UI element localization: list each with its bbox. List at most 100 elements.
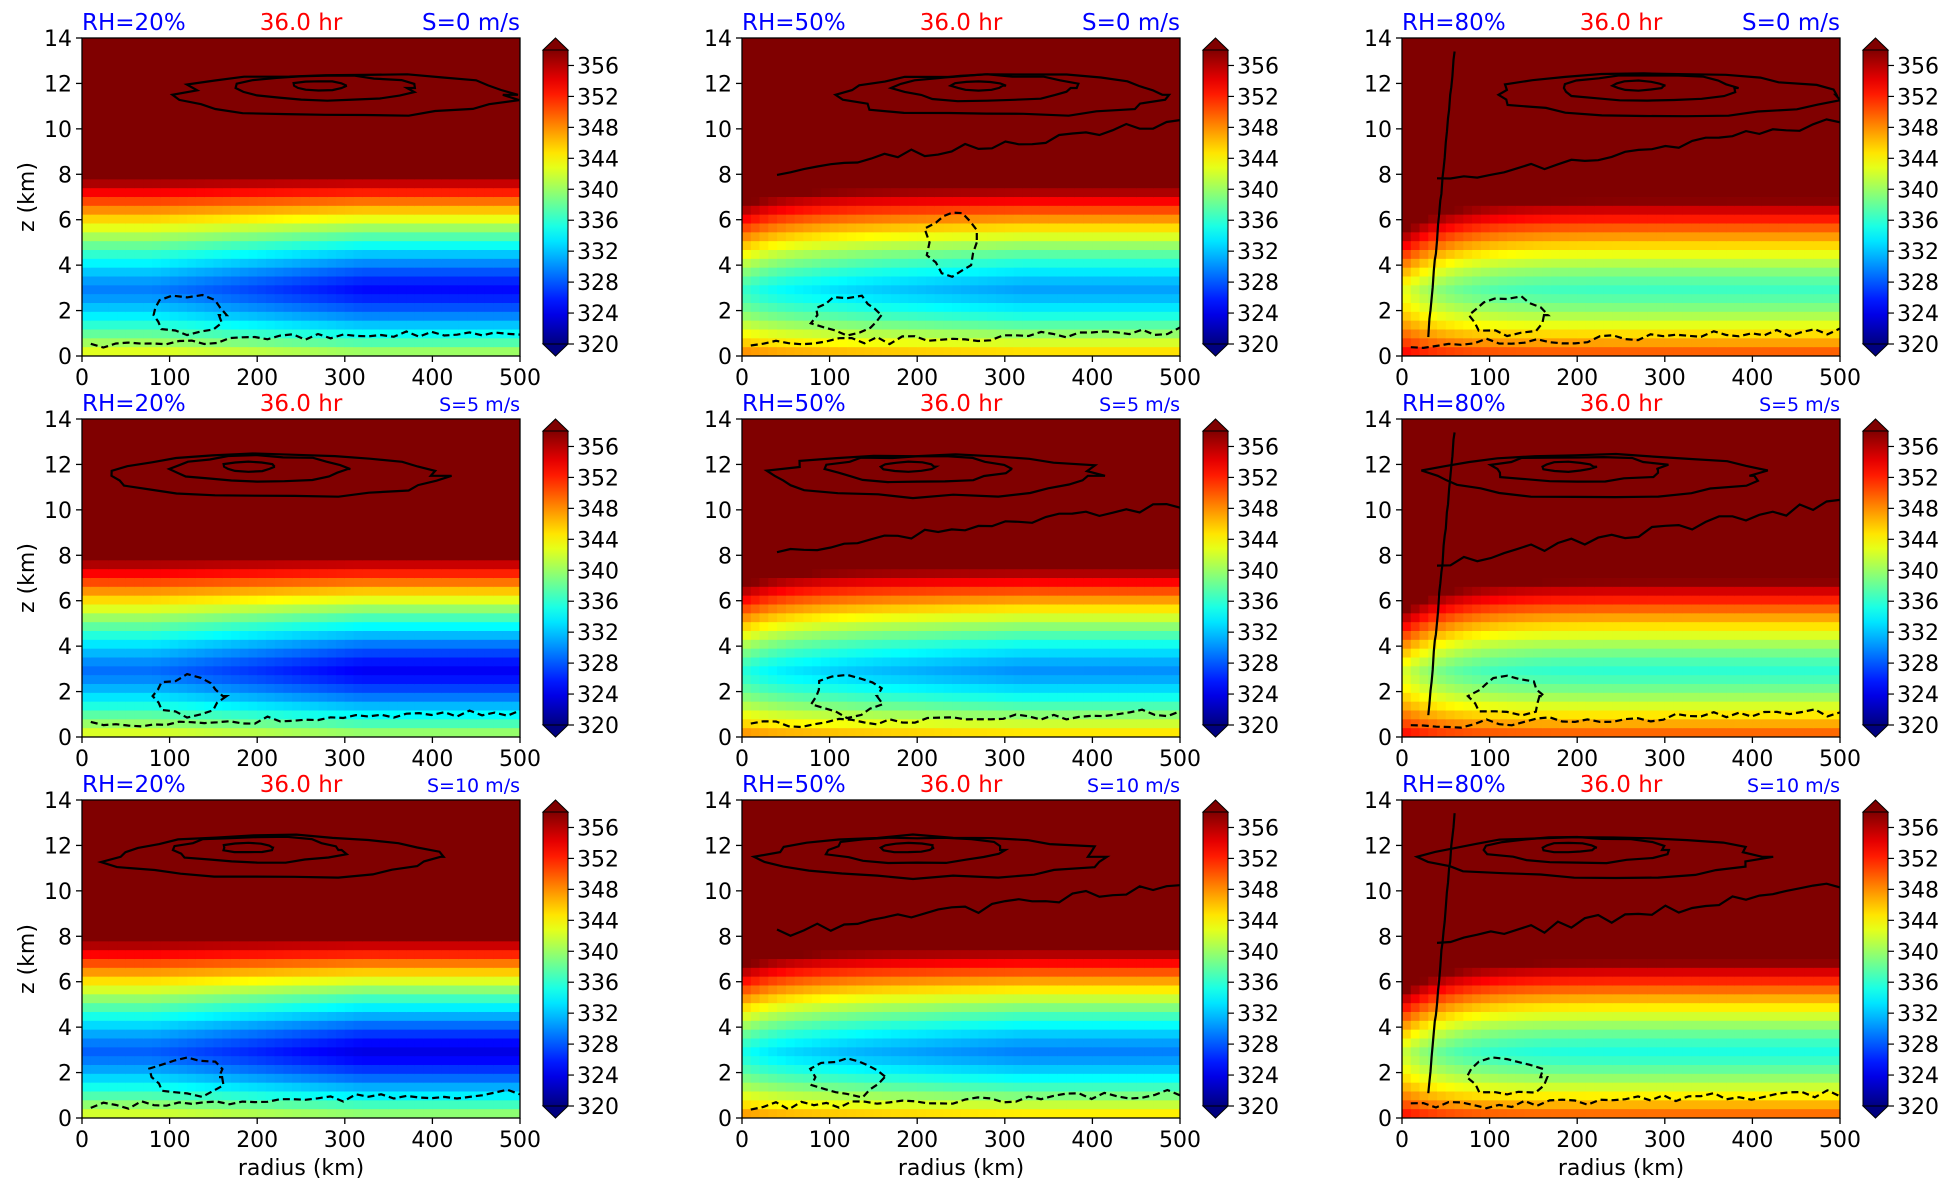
x-tick-label: 400	[1071, 747, 1113, 772]
colorbar-tick-label: 344	[1237, 528, 1279, 553]
y-tick-label: 4	[1378, 1016, 1392, 1041]
theta-e-field	[82, 800, 520, 1118]
x-tick-label: 500	[1819, 366, 1861, 391]
colorbar-tick-label: 344	[1897, 909, 1939, 934]
colorbar-tick-label: 352	[1897, 847, 1939, 872]
shear-label: S=10 m/s	[1747, 775, 1840, 797]
negative-contours	[750, 1057, 1180, 1111]
colorbar: 356 352 348 344 340 336 332 328 324 320	[1861, 799, 1939, 1120]
colorbar-tick-label: 324	[577, 683, 619, 708]
y-tick-label: 12	[704, 72, 732, 97]
y-tick-label: 2	[718, 681, 732, 706]
positive-contour	[171, 835, 350, 864]
colorbar-tick-label: 320	[1237, 1095, 1279, 1120]
colorbar-tick-label: 328	[1897, 1033, 1939, 1058]
positive-contour	[878, 460, 941, 473]
contour-lines	[90, 73, 520, 349]
y-tick-label: 14	[704, 27, 732, 52]
rh-label: RH=50%	[742, 772, 846, 798]
colorbar-tick-label: 336	[1897, 971, 1939, 996]
panel-2: 0 100 200 300 400 500 0 2 4 6 8 10 12 14 RH=50% 36.0 hr…	[704, 10, 1279, 391]
colorbar-tick-label: 324	[577, 1064, 619, 1089]
time-label: 36.0 hr	[920, 772, 1003, 798]
colorbar: 356 352 348 344 340 336 332 328 324 320	[541, 418, 619, 739]
positive-contour	[292, 80, 348, 92]
colorbar-tick-label: 352	[1237, 466, 1279, 491]
colorbar-tick-label: 348	[1237, 878, 1279, 903]
y-tick-label: 12	[704, 453, 732, 478]
colorbar-extend-max	[1201, 418, 1230, 432]
positive-contour	[1421, 452, 1769, 499]
x-tick-label: 200	[1556, 1128, 1598, 1153]
colorbar-extend-max	[1201, 37, 1230, 51]
colorbar-extend-max	[1861, 418, 1890, 432]
colorbar-extend-min	[541, 343, 570, 357]
colorbar-tick-label: 336	[577, 971, 619, 996]
rh-label: RH=80%	[1402, 391, 1506, 417]
colorbar-tick-label: 352	[1237, 85, 1279, 110]
y-tick-label: 4	[718, 635, 732, 660]
colorbar-tick-label: 344	[1237, 147, 1279, 172]
shear-label: S=5 m/s	[1099, 394, 1180, 416]
x-tick-label: 300	[984, 1128, 1026, 1153]
theta-e-field	[82, 38, 520, 356]
colorbar-tick-label: 324	[577, 302, 619, 327]
colorbar-tick-label: 328	[1237, 271, 1279, 296]
colorbar-tick-label: 328	[1237, 652, 1279, 677]
colorbar-tick-label: 340	[1237, 940, 1279, 965]
negative-contours	[750, 673, 1180, 729]
y-tick-label: 8	[718, 925, 732, 950]
colorbar-tick-label: 332	[577, 1002, 619, 1027]
positive-contour	[222, 841, 275, 854]
x-tick-label: 500	[499, 1128, 541, 1153]
colorbar-tick-label: 320	[577, 714, 619, 739]
negative-contours	[90, 1056, 520, 1110]
x-tick-label: 500	[499, 747, 541, 772]
y-tick-label: 12	[44, 72, 72, 97]
y-axis-label: z (km)	[15, 162, 40, 232]
y-tick-label: 14	[1364, 789, 1392, 814]
colorbar-tick-label: 340	[1897, 940, 1939, 965]
colorbar-tick-label: 348	[1237, 116, 1279, 141]
axes-frame	[81, 418, 521, 738]
colorbar: 356 352 348 344 340 336 332 328 324 320	[541, 799, 619, 1120]
colorbar: 356 352 348 344 340 336 332 328 324 320	[1861, 418, 1939, 739]
colorbar-tick-label: 340	[1237, 178, 1279, 203]
colorbar-extend-min	[1201, 1105, 1230, 1119]
axes-frame	[741, 799, 1181, 1119]
colorbar-tick-label: 344	[577, 147, 619, 172]
x-tick-label: 300	[324, 366, 366, 391]
x-tick-label: 300	[1644, 747, 1686, 772]
colorbar-extend-max	[1861, 37, 1890, 51]
colorbar-tick-label: 324	[1237, 302, 1279, 327]
x-tick-label: 500	[1159, 747, 1201, 772]
y-tick-label: 14	[44, 408, 72, 433]
colorbar-extend-min	[541, 724, 570, 738]
x-tick-label: 300	[984, 366, 1026, 391]
y-tick-label: 4	[1378, 254, 1392, 279]
x-tick-label: 400	[411, 366, 453, 391]
negative-contours	[90, 672, 520, 728]
colorbar-tick-label: 320	[1237, 333, 1279, 358]
theta-e-field	[742, 38, 1180, 356]
x-tick-label: 200	[896, 747, 938, 772]
axes-frame	[741, 418, 1181, 738]
y-tick-label: 14	[44, 789, 72, 814]
axes-frame	[81, 799, 521, 1119]
y-tick-label: 2	[58, 1062, 72, 1087]
y-tick-label: 14	[1364, 408, 1392, 433]
colorbar-extend-max	[541, 799, 570, 813]
positive-contour	[1436, 498, 1840, 567]
colorbar-tick-label: 324	[1897, 683, 1939, 708]
y-tick-label: 0	[1378, 345, 1392, 370]
y-tick-label: 10	[1364, 880, 1392, 905]
negative-contours	[1410, 674, 1840, 729]
x-tick-label: 0	[735, 747, 749, 772]
y-tick-label: 8	[58, 925, 72, 950]
shear-label: S=10 m/s	[427, 775, 520, 797]
theta-e-field	[1402, 419, 1840, 737]
x-axis-label: radius (km)	[898, 1156, 1024, 1181]
colorbar-tick-label: 348	[577, 497, 619, 522]
theta-e-field	[742, 419, 1180, 737]
colorbar-tick-label: 320	[1897, 714, 1939, 739]
